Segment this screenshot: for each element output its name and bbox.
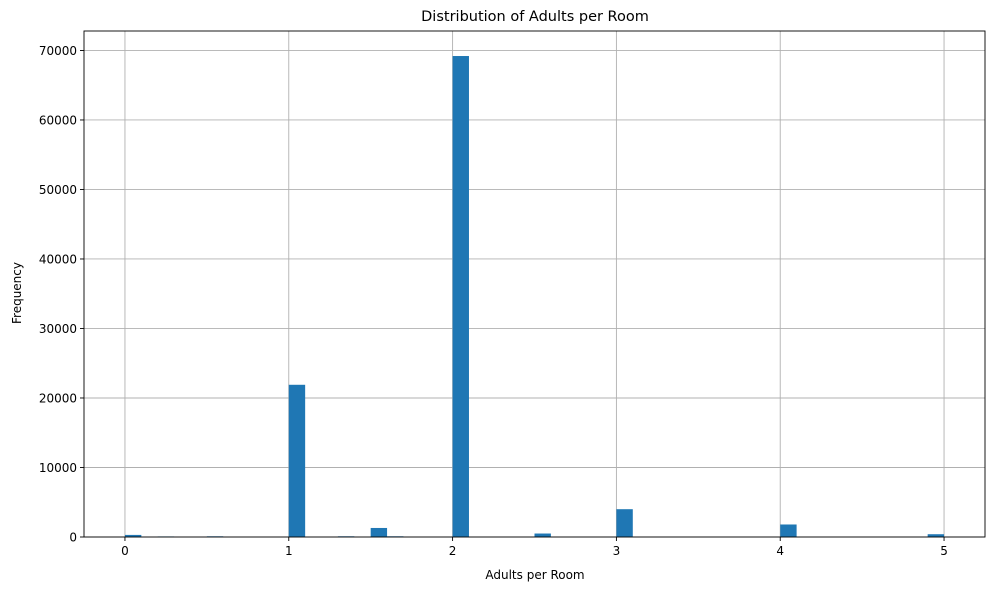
bars-layer [124,56,945,538]
x-tick-label: 5 [940,544,948,558]
y-tick-label: 10000 [39,461,77,475]
histogram-bar [452,56,469,538]
y-tick-label: 0 [69,530,77,544]
histogram-bar [370,527,388,537]
y-tick-label: 20000 [39,391,77,405]
y-tick-label: 70000 [39,44,77,58]
x-tick-label: 3 [613,544,621,558]
histogram-bar [927,534,945,537]
chart-title: Distribution of Adults per Room [421,9,649,25]
histogram-bar [288,384,306,537]
histogram-bar [124,534,142,537]
histogram-bar [616,509,633,537]
ticks-layer: 0 1 2 3 4 5 0 10000 20000 30000 40000 50000 60000 700… [39,44,948,558]
plot-frame [83,30,986,538]
y-tick-label: 40000 [39,252,77,266]
grid-layer [84,31,985,538]
y-axis-label: Frequency [10,262,24,324]
histogram-bar [780,524,797,537]
x-tick-label: 4 [776,544,784,558]
x-tick-label: 0 [121,544,129,558]
y-tick-label: 30000 [39,322,77,336]
histogram-bar [534,533,551,537]
y-tick-label: 50000 [39,183,77,197]
y-tick-label: 60000 [39,113,77,127]
x-tick-label: 2 [449,544,457,558]
x-tick-label: 1 [285,544,293,558]
x-axis-label: Adults per Room [485,568,584,582]
